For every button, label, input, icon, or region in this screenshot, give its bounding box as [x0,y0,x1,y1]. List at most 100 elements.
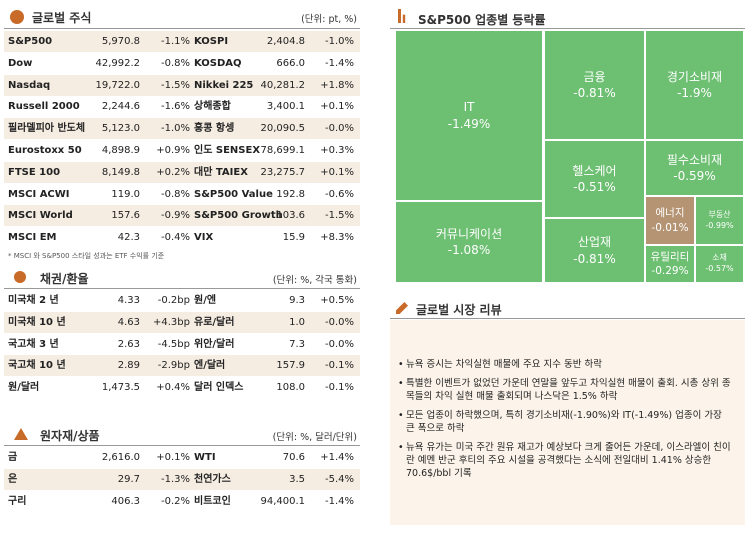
row-name: Eurostoxx 50 [8,145,82,156]
sector-cell: 헬스케어 -0.51% [545,141,644,217]
rule [390,28,745,29]
section-title: 글로벌 시장 리뷰 [416,303,502,317]
table-row: MSCI World 157.6 -0.9% S&P500 Growth 103.6 -1… [4,205,360,227]
row-name: VIX [194,232,214,244]
change: -1.4% [324,57,354,69]
sector-cell: IT -1.49% [396,31,542,200]
value: 5,123.0 [101,123,140,135]
unit: (단위: %, 달러/단위) [272,432,357,443]
change: -1.6% [160,101,190,113]
row-name: 은 [8,473,18,485]
value: 2,616.0 [101,452,140,463]
change: -0.0% [324,316,354,328]
change: -0.2% [160,495,190,507]
table-row: Russell 2000 2,244.6 -1.6% 상해종합 3,400.1 +0.1% [4,96,360,117]
change: -0.1% [324,360,354,372]
sector-value: -0.81% [573,251,616,266]
sector-name: 에너지 [655,207,685,220]
row-name: Nasdaq [8,79,51,91]
value: 2,404.8 [266,36,305,47]
row-name: 원/엔 [194,295,217,306]
row-name: KOSPI [194,36,229,47]
chart-icon [398,9,406,23]
row-name: 인도 SENSEX [194,145,261,156]
sector-cell: 금융 -0.81% [545,31,644,139]
change: +1.8% [320,79,354,91]
bullet-text: 모든 업종이 하락했으며, 특히 경기소비재(-1.90%)와 IT(-1.49… [406,410,722,434]
value: 1,473.5 [101,382,140,394]
section-title: 원자재/상품 [40,429,100,443]
sector-cell: 필수소비재 -0.59% [646,141,743,195]
unit: (단위: %, 각국 통화) [272,275,357,286]
section-title: S&P500 업종별 등락률 [418,13,546,27]
table-row: 미국채 10 년 4.63 +4.3bp 유로/달러 1.0 -0.0% [4,311,360,333]
row-name: 달러 인덱스 [194,382,244,394]
bullet: • 모든 업종이 하락했으며, 특히 경기소비재(-1.90%)와 IT(-1.4… [398,409,733,435]
row-name: S&P500 Value [194,188,273,200]
bullet-dot: • [398,378,404,389]
sector-value: -0.57% [705,264,734,273]
change: -1.3% [160,473,190,485]
bond-icon [14,271,26,283]
table-row: Nasdaq 19,722.0 -1.5% Nikkei 225 40,281.2 +1.… [4,74,360,96]
value: 192.8 [276,188,305,200]
bullet-list: • 뉴욕 증시는 차익실현 매물에 주요 지수 동반 하락 • 특별한 이벤트가 없었… [398,358,733,486]
footnote: * MSCI 와 S&P500 스타일 성과는 ETF 수익률 기준 [8,252,165,260]
bullet-dot: • [398,442,404,453]
value: 42.3 [117,232,140,244]
bullet: • 뉴욕 유가는 미국 주간 원유 재고가 예상보다 크게 줄어든 가운데, 이스… [398,441,733,480]
globe-icon [10,10,24,24]
change: -1.0% [324,36,354,47]
row-name: 엔/달러 [194,360,226,372]
value: 3,400.1 [266,101,305,113]
value: 4.63 [117,316,140,328]
table-row: 국고채 10 년 2.89 -2.9bp 엔/달러 157.9 -0.1% [4,355,360,377]
row-name: 천연가스 [194,473,231,485]
bullet-dot: • [398,359,404,370]
value: 94,400.1 [260,495,305,507]
row-name: MSCI ACWI [8,188,70,200]
pencil-icon [396,302,408,314]
value: 157.6 [111,210,140,222]
change: -0.8% [160,188,190,200]
change: -0.8% [160,57,190,69]
table-row: 미국채 2 년 4.33 -0.2bp 원/엔 9.3 +0.5% [4,290,360,311]
sector-name: 필수소비재 [666,152,723,167]
change: +1.4% [320,452,354,463]
table-row: 원/달러 1,473.5 +0.4% 달러 인덱스 108.0 -0.1% [4,377,360,398]
row-name: 금 [8,452,18,463]
sector-name: 부동산 [708,209,731,219]
row-name: 원/달러 [8,382,40,394]
table-row: FTSE 100 8,149.8 +0.2% 대만 TAIEX 23,275.7 +0.1… [4,161,360,183]
row-name: 비트코인 [194,495,231,507]
value: 2,244.6 [101,101,140,113]
sector-value: -0.29% [651,265,689,277]
row-name: Dow [8,57,33,69]
sector-value: -0.59% [673,169,716,183]
row-name: 대만 TAIEX [194,166,248,178]
change: -1.5% [160,79,190,91]
treemap: IT -1.49% 커뮤니케이션 -1.08% 금융 -0.81% 경기소비재 -1.9% 헬스… [396,31,743,282]
row-name: 필라델피아 반도체 [8,123,86,135]
value: 70.6 [282,452,305,463]
table-row: 국고채 3 년 2.63 -4.5bp 위안/달러 7.3 -0.0% [4,334,360,355]
value: 2.89 [117,360,140,372]
change: -0.0% [324,123,354,135]
sector-name: 커뮤니케이션 [435,226,503,241]
row-name: 미국채 2 년 [8,295,59,306]
change: -2.9bp [157,360,190,372]
value: 5,970.8 [101,36,140,47]
sector-name: 경기소비재 [666,69,723,84]
row-name: 국고채 3 년 [8,338,59,350]
value: 40,281.2 [260,79,305,91]
commodity-icon [14,428,28,440]
row-name: 구리 [8,495,27,507]
row-name: 상해종합 [194,101,231,113]
unit: (단위: pt, %) [301,14,357,25]
sector-name: 헬스케어 [572,163,617,178]
sector-value: -0.01% [651,221,689,234]
value: 15.9 [282,232,305,244]
change: +0.1% [320,101,354,113]
value: 23,275.7 [260,166,305,178]
sector-name: 유틸리티 [650,250,690,263]
